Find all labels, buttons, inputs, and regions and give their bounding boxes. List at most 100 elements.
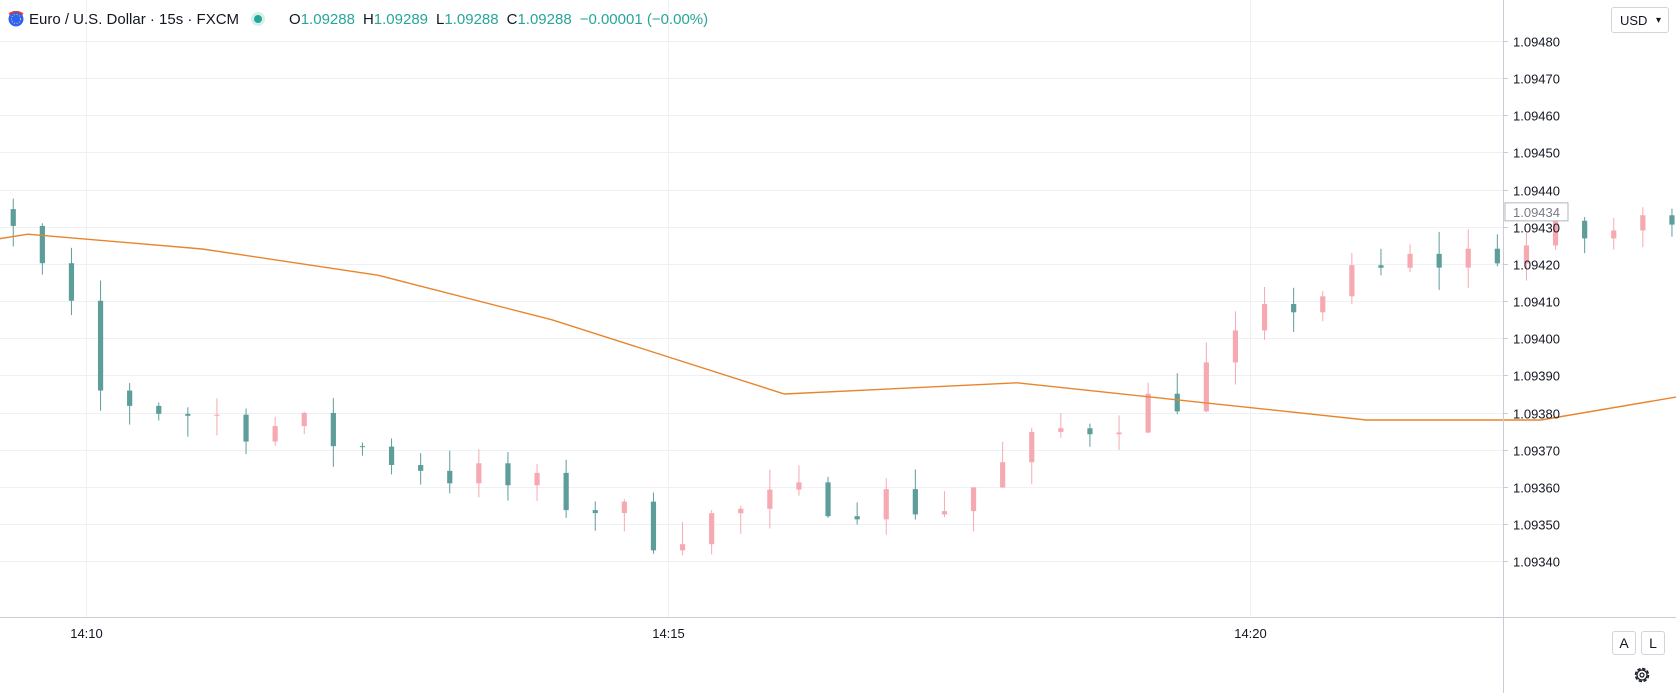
candle-body	[243, 414, 249, 442]
candle-body	[767, 489, 773, 509]
symbol-legend: Euro / U.S. Dollar · 15s · FXCM O 1.09288…	[8, 8, 708, 30]
candle-body	[127, 390, 133, 406]
candle-body	[1261, 304, 1268, 331]
candle-body	[1232, 330, 1239, 363]
candle-body	[1640, 215, 1646, 231]
ohlc-open-label: O	[289, 10, 301, 28]
candle-body	[1145, 393, 1151, 433]
ohlc-close-value: 1.09288	[517, 10, 572, 28]
y-tick-label: 1.09450	[1513, 146, 1560, 161]
candle-body	[1436, 253, 1442, 268]
candle-body	[505, 463, 511, 486]
moving-average	[0, 233, 1676, 421]
last-price-label: 1.09434	[1513, 205, 1560, 220]
currency-button[interactable]: USD ▾	[1611, 7, 1669, 33]
candle-body	[156, 405, 162, 414]
gear-icon[interactable]	[1632, 665, 1652, 685]
y-tick-label: 1.09380	[1513, 407, 1560, 422]
y-tick-label: 1.09340	[1513, 555, 1560, 570]
candle-body	[301, 412, 307, 427]
y-tick-label: 1.09430	[1513, 221, 1560, 236]
candle-body	[738, 508, 744, 514]
candle-body	[272, 426, 278, 442]
auto-scale-button[interactable]: A	[1612, 631, 1636, 655]
candle-body	[1116, 432, 1122, 435]
candle-body	[359, 446, 366, 448]
chevron-down-icon: ▾	[1655, 15, 1661, 26]
ohlc-close-label: C	[506, 10, 518, 28]
candle-body	[1494, 248, 1500, 264]
symbol-title[interactable]: Euro / U.S. Dollar · 15s · FXCM	[29, 10, 240, 28]
candle-body	[68, 263, 75, 301]
green-dot-icon	[251, 12, 266, 26]
candle-body	[185, 413, 191, 416]
y-tick-label: 1.09420	[1513, 258, 1560, 273]
candle-body	[1058, 428, 1064, 432]
candle-body	[912, 489, 918, 515]
candle-body	[1669, 215, 1675, 225]
candle-body	[854, 516, 860, 520]
candles	[10, 198, 1675, 556]
candle-body	[1087, 428, 1093, 435]
candle-body	[97, 300, 104, 391]
candle-body	[1407, 253, 1413, 268]
candle-body	[621, 501, 627, 514]
ohlc-high-value: 1.09289	[373, 10, 429, 28]
y-tick-label: 1.09460	[1513, 109, 1560, 124]
candle-body	[970, 487, 977, 512]
candle-body	[476, 463, 482, 484]
y-tick-label: 1.09370	[1513, 444, 1560, 459]
candle-body	[1320, 296, 1326, 313]
candle-body	[709, 513, 715, 545]
grid-lines	[0, 0, 1503, 617]
candle-body	[1349, 265, 1355, 297]
euro-flag-icon	[8, 11, 24, 27]
ohlc-low-label: L	[436, 10, 445, 28]
candle-body	[1174, 393, 1180, 412]
candle-body	[1552, 220, 1559, 246]
y-tick-label: 1.09410	[1513, 295, 1560, 310]
candle-body	[1291, 304, 1297, 313]
candle-body	[330, 412, 336, 447]
candle-body	[1029, 431, 1035, 463]
candle-body	[39, 225, 45, 264]
candle-body	[418, 464, 424, 471]
candle-body	[825, 482, 831, 517]
candle-body	[1611, 230, 1617, 239]
candle-body	[941, 511, 948, 515]
candle-body	[388, 446, 395, 465]
x-tick-label: 14:20	[1234, 626, 1267, 641]
candle-body	[1523, 245, 1530, 264]
ohlc-high-label: H	[362, 10, 374, 28]
candle-body	[1465, 248, 1471, 268]
candle-body	[214, 414, 220, 416]
candle-body	[1378, 265, 1384, 268]
ohlc-open-value: 1.09288	[300, 10, 355, 28]
candle-body	[679, 544, 686, 551]
y-tick-label: 1.09390	[1513, 369, 1560, 384]
candle-body	[592, 510, 598, 514]
candle-body	[883, 489, 889, 520]
candle-body	[447, 470, 453, 484]
candle-body	[10, 209, 16, 226]
candle-body	[796, 482, 802, 490]
candle-body	[1203, 362, 1209, 412]
y-tick-label: 1.09480	[1513, 35, 1560, 50]
candle-body	[534, 472, 540, 486]
candle-body	[650, 501, 657, 551]
y-tick-label: 1.09350	[1513, 518, 1560, 533]
log-scale-button[interactable]: L	[1641, 631, 1665, 655]
candle-body	[1000, 462, 1006, 488]
ohlc-low-value: 1.09288	[444, 10, 499, 28]
candle-body	[1582, 220, 1588, 239]
y-tick-label: 1.09360	[1513, 481, 1560, 496]
ohlc-change: −0.00001 (−0.00%)	[579, 10, 709, 28]
candle-body	[563, 472, 569, 511]
last-price-box	[1504, 202, 1569, 222]
currency-label: USD	[1620, 12, 1648, 28]
moving-average-line	[0, 233, 1676, 421]
y-tick-label: 1.09440	[1513, 184, 1560, 199]
